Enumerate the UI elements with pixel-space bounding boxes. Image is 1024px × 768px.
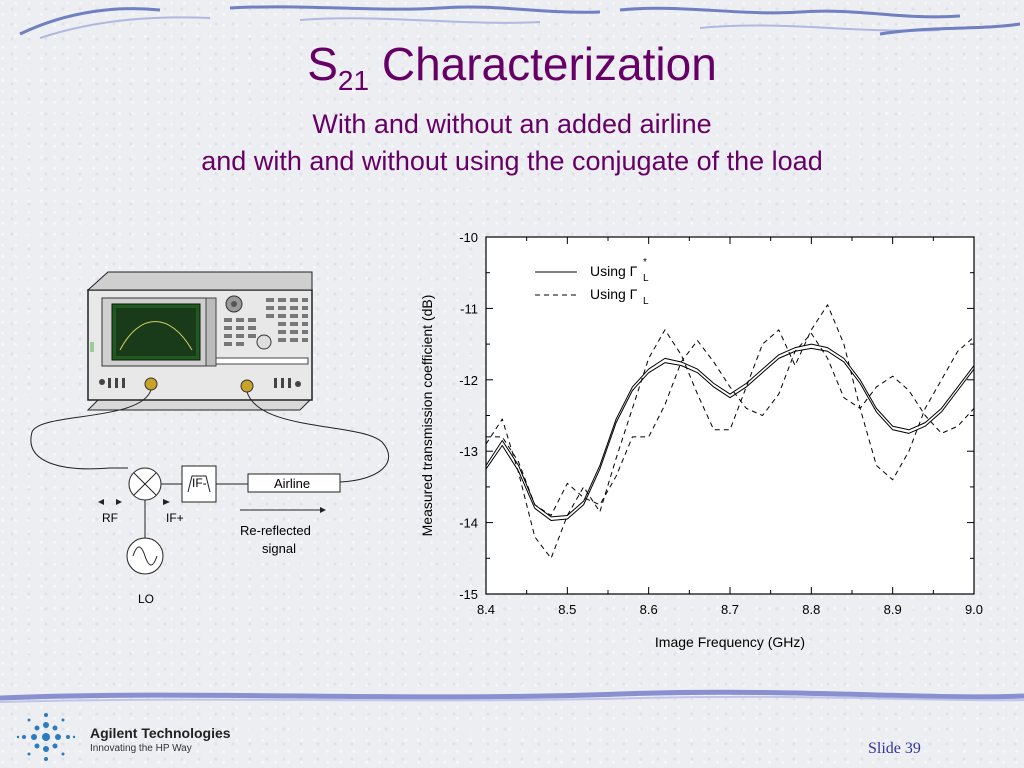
y-tick-label: -10 [459, 230, 478, 245]
y-axis-label: Measured transmission coefficient (dB) [419, 295, 435, 537]
s21-chart: 8.4 8.5 8.6 8.7 8.8 8.9 9.0 -10 -11 -12 -13 -14 -15 I… [419, 230, 983, 650]
x-tick-label: 8.9 [884, 602, 902, 617]
network-analyzer-illustration [86, 271, 314, 411]
x-tick-label: 8.8 [802, 602, 820, 617]
x-tick-label: 9.0 [965, 602, 983, 617]
y-tick-label: -13 [459, 444, 478, 459]
series-line-solid-2 [485, 347, 975, 521]
rf-label: RF [102, 511, 118, 525]
slide-subtitle-line1: With and without an added airline [312, 109, 712, 139]
y-tick-label: -15 [459, 587, 478, 602]
plot-area [485, 236, 975, 595]
re-reflected-arrow-icon [320, 507, 326, 513]
if-filter-block [181, 465, 217, 503]
series-line-dashed-4 [486, 332, 975, 516]
re-reflected-label-2: signal [262, 541, 296, 556]
legend-dashed-label: Using Γ [590, 286, 638, 302]
if-minus-label: IF- [192, 476, 207, 490]
airline-label: Airline [274, 476, 310, 491]
x-tick-label: 8.4 [477, 602, 495, 617]
series-line-dashed-3 [485, 304, 975, 559]
x-tick-label: 8.5 [558, 602, 576, 617]
if-plus-label: IF+ [166, 511, 184, 525]
x-tick-label: 8.7 [721, 602, 739, 617]
company-tagline: Innovating the HP Way [90, 743, 192, 754]
slide-title: S21 Characterization [307, 38, 717, 96]
header-swoosh-decoration [19, 5, 1021, 39]
lo-label: LO [138, 592, 154, 606]
lo-source-icon [126, 537, 164, 575]
legend-dashed-subscript: L [643, 296, 649, 307]
re-reflected-label-1: Re-reflected [240, 523, 311, 538]
analyzer-port-row [99, 377, 301, 393]
company-name: Agilent Technologies [90, 725, 231, 741]
measurement-setup-diagram: IF- Airline RF IF+ Re-reflected signal L… [30, 271, 389, 606]
agilent-spark-logo [16, 713, 76, 761]
y-tick-label: -11 [460, 301, 478, 316]
legend-solid-label: Using Γ [590, 263, 638, 279]
legend-solid-subscript: L [643, 273, 649, 284]
y-tick-label: -12 [459, 373, 478, 388]
legend-solid-superscript: * [643, 257, 647, 268]
slide-subtitle-line2: and with and without using the conjugate… [201, 146, 823, 176]
footer-bar-decoration [0, 689, 1024, 703]
y-tick-label: -14 [459, 516, 478, 531]
rf-arrow-icon [98, 499, 104, 505]
x-tick-label: 8.6 [640, 602, 658, 617]
rf-arrow-right-icon [116, 499, 122, 505]
series-line-solid-1 [485, 343, 975, 518]
mixer-icon [128, 467, 162, 501]
slide-number: Slide 39 [868, 740, 921, 757]
airline-block [247, 473, 341, 493]
x-axis-label: Image Frequency (GHz) [655, 634, 805, 650]
if-plus-arrow-icon [163, 499, 170, 505]
